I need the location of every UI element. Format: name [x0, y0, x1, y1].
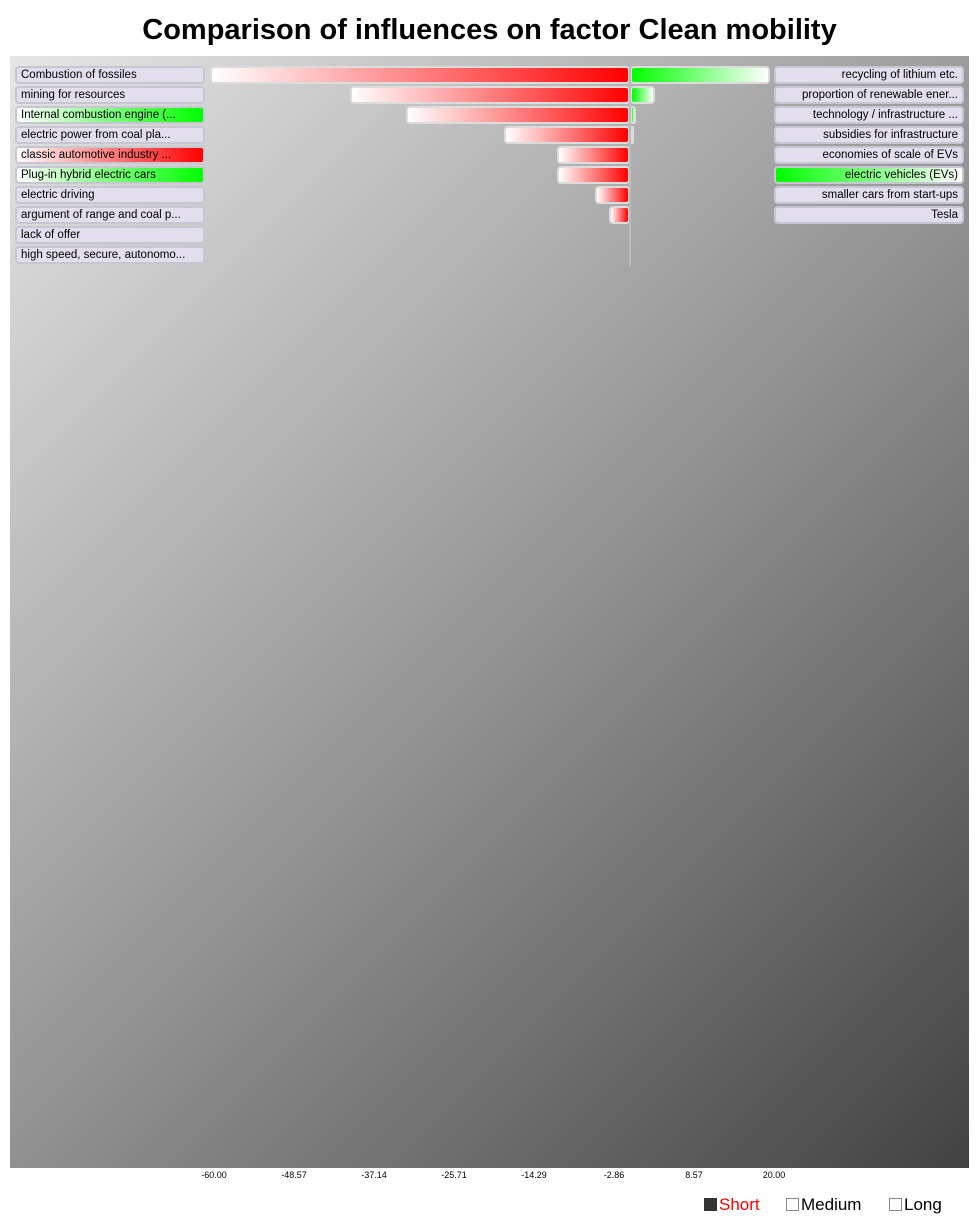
x-tick-label: -25.71 [441, 1170, 467, 1180]
negative-influence-label[interactable]: electric driving [15, 186, 205, 204]
negative-influence-bar[interactable] [210, 66, 630, 84]
negative-influence-bar[interactable] [406, 106, 630, 124]
legend-item-medium[interactable]: Medium [786, 1195, 861, 1215]
legend-label: Long [904, 1195, 942, 1214]
legend-checkbox[interactable] [786, 1198, 799, 1211]
x-tick-label: -37.14 [361, 1170, 387, 1180]
positive-influence-label[interactable]: subsidies for infrastructure [774, 126, 964, 144]
positive-influence-bar[interactable] [630, 106, 637, 124]
negative-influence-label[interactable]: electric power from coal pla... [15, 126, 205, 144]
positive-influence-label[interactable]: smaller cars from start-ups [774, 186, 964, 204]
legend-checkbox[interactable] [704, 1198, 717, 1211]
positive-influence-label[interactable]: economies of scale of EVs [774, 146, 964, 164]
legend-label: Medium [801, 1195, 862, 1214]
negative-influence-label[interactable]: mining for resources [15, 86, 205, 104]
negative-influence-bar[interactable] [595, 186, 630, 204]
legend-label: Short [719, 1195, 760, 1214]
x-tick-label: 8.57 [685, 1170, 703, 1180]
positive-influence-label[interactable]: technology / infrastructure ... [774, 106, 964, 124]
positive-influence-label[interactable]: proportion of renewable ener... [774, 86, 964, 104]
negative-influence-bar[interactable] [350, 86, 630, 104]
negative-influence-bar[interactable] [609, 206, 630, 224]
negative-influence-label[interactable]: classic automotive industry ... [15, 146, 205, 164]
positive-influence-bar[interactable] [630, 126, 635, 144]
negative-influence-bar[interactable] [556, 146, 630, 164]
legend-item-short[interactable]: Short [704, 1195, 760, 1215]
negative-influence-bar[interactable] [504, 126, 630, 144]
negative-influence-bar[interactable] [556, 166, 630, 184]
legend-item-long[interactable]: Long [889, 1195, 942, 1215]
positive-influence-label[interactable]: recycling of lithium etc. [774, 66, 964, 84]
x-tick-label: -60.00 [201, 1170, 227, 1180]
negative-influence-label[interactable]: lack of offer [15, 226, 205, 244]
x-tick-label: -48.57 [281, 1170, 307, 1180]
positive-influence-bar[interactable] [630, 66, 770, 84]
negative-influence-label[interactable]: Plug-in hybrid electric cars [15, 166, 205, 184]
positive-influence-label[interactable]: Tesla [774, 206, 964, 224]
negative-influence-label[interactable]: argument of range and coal p... [15, 206, 205, 224]
x-tick-label: -14.29 [521, 1170, 547, 1180]
zero-axis-line [629, 66, 631, 266]
chart-title: Comparison of influences on factor Clean… [142, 14, 837, 46]
legend-checkbox[interactable] [889, 1198, 902, 1211]
x-tick-label: -2.86 [603, 1170, 625, 1180]
x-tick-label: 20.00 [762, 1170, 786, 1180]
positive-influence-bar[interactable] [630, 86, 655, 104]
negative-influence-label[interactable]: Internal combustion engine (... [15, 106, 205, 124]
positive-influence-label[interactable]: electric vehicles (EVs) [774, 166, 964, 184]
negative-influence-label[interactable]: Combustion of fossiles [15, 66, 205, 84]
negative-influence-label[interactable]: high speed, secure, autonomo... [15, 246, 205, 264]
